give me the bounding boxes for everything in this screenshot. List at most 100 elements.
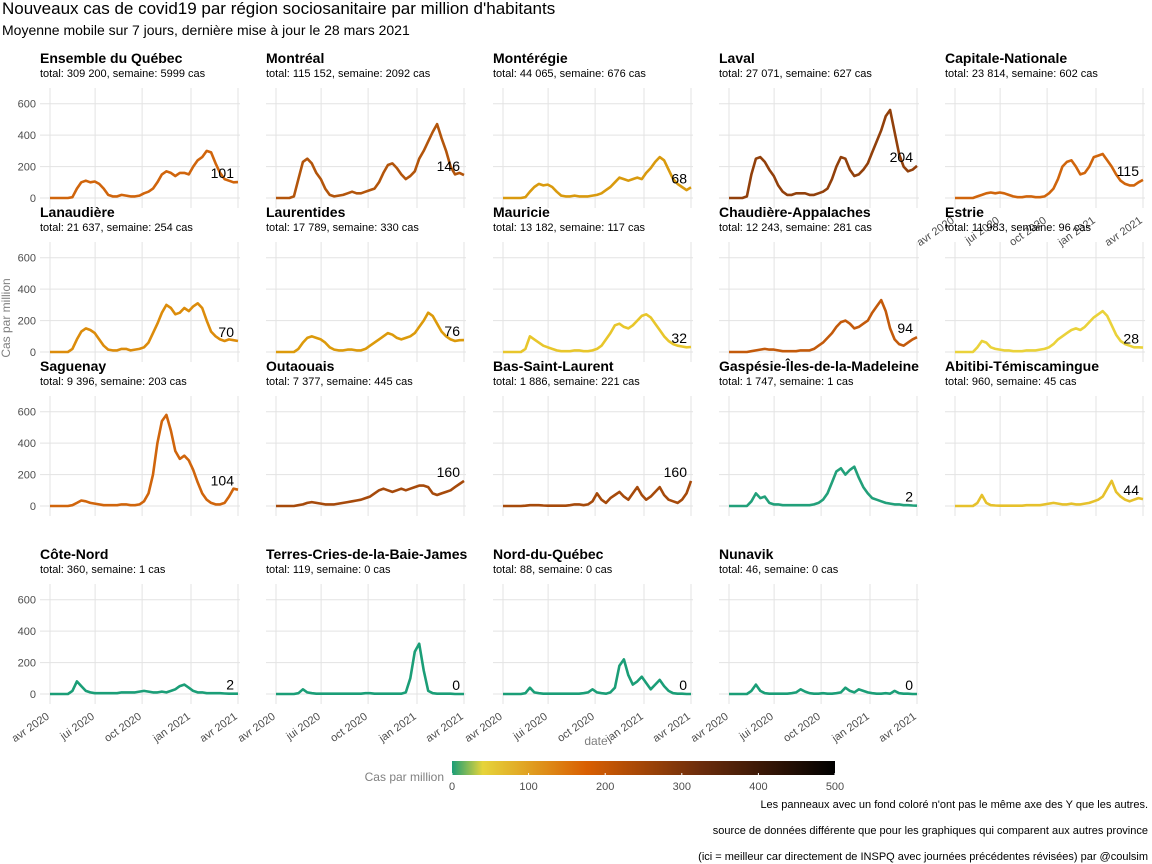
panel-montreal: Montréal total: 115 152, semaine: 2092 ca… [266,50,466,208]
x-tick-label: avr 2021 [1103,215,1145,249]
panel-saguenay: Saguenay total: 9 396, semaine: 203 cas 0 2… [18,358,240,516]
panel-title: Lanaudière [40,204,115,220]
y-tick-label: 400 [18,130,36,142]
panel-title: Terres-Cries-de-la-Baie-James [266,546,467,562]
x-tick-label: oct 2020 [781,711,822,745]
x-tick-label: jui 2020 [58,711,97,744]
panel-title: Estrie [945,204,984,220]
panel-title: Laval [719,50,755,66]
y-tick-label: 400 [18,438,36,450]
last-value-label: 115 [1117,163,1140,179]
last-value-label: 44 [1123,482,1139,498]
series-line [503,155,692,200]
panel-subtitle: total: 21 637, semaine: 254 cas [40,222,193,234]
last-value-label: 104 [211,473,235,489]
x-tick-label: jan 2021 [603,711,645,746]
x-tick-label: avr 2020 [689,711,731,745]
series-line [276,642,464,696]
panel-title: Montréal [266,50,324,66]
panel-subtitle: total: 27 071, semaine: 627 cas [719,68,872,80]
panel-nord-du-quebec: Nord-du-Québec total: 88, semaine: 0 cas 0… [463,546,693,745]
series-line [729,108,918,200]
legend-title: Cas par million [365,770,444,784]
last-value-label: 76 [444,323,460,339]
x-tick-label: jui 2020 [511,711,550,744]
caption-line-1: Les panneaux avec un fond coloré n'ont p… [760,799,1148,811]
panel-outaouais: Outaouais total: 7 377, semaine: 445 cas 1… [266,358,466,516]
series-line [503,312,692,354]
panel-subtitle: total: 23 814, semaine: 602 cas [945,68,1098,80]
y-tick-label: 600 [18,99,36,111]
panel-bas-saint-laurent: Bas-Saint-Laurent total: 1 886, semaine: … [493,358,693,516]
series-line [503,658,691,696]
x-tick-label: avr 2021 [424,711,466,745]
series-line [729,298,918,354]
series-line [503,480,693,508]
panel-abitibi-temiscamingue: Abitibi-Témiscamingue total: 960, semaine… [945,358,1145,516]
last-value-label: 2 [905,489,913,505]
panel-laurentides: Laurentides total: 17 789, semaine: 330 c… [266,204,466,362]
y-tick-label: 400 [18,284,36,296]
panel-estrie: Estrie total: 11 983, semaine: 96 cas 28 [945,204,1145,362]
series-line [955,479,1144,508]
panel-title: Chaudière-Appalaches [719,204,871,220]
series-line [50,413,239,508]
panel-subtitle: total: 88, semaine: 0 cas [493,564,613,576]
last-value-label: 32 [671,330,687,346]
x-tick-label: avr 2020 [10,711,52,745]
panel-title: Mauricie [493,204,550,220]
legend-colorbar [452,761,835,775]
panel-subtitle: total: 360, semaine: 1 cas [40,564,166,576]
panel-subtitle: total: 309 200, semaine: 5999 cas [40,68,206,80]
series-line [50,680,238,696]
chart-subtitle: Moyenne mobile sur 7 jours, dernière mis… [2,22,410,38]
panel-subtitle: total: 9 396, semaine: 203 cas [40,376,187,388]
panel-nunavik: Nunavik total: 46, semaine: 0 cas 0 avr 202… [689,546,919,745]
panel-subtitle: total: 44 065, semaine: 676 cas [493,68,646,80]
panel-subtitle: total: 115 152, semaine: 2092 cas [266,68,431,80]
y-tick-label: 200 [18,162,36,174]
panel-subtitle: total: 119, semaine: 0 cas [266,564,391,576]
panel-title: Gaspésie-Îles-de-la-Madeleine [719,357,919,374]
panel-subtitle: total: 17 789, semaine: 330 cas [266,222,419,234]
series-line [955,309,1144,354]
series-line [50,301,239,354]
panel-title: Capitale-Nationale [945,50,1067,66]
last-value-label: 68 [671,170,687,186]
last-value-label: 0 [905,677,913,693]
panel-terres-cries-de-la-baie-james: Terres-Cries-de-la-Baie-James total: 119,… [236,546,468,745]
caption-line-2: source de données différente que pour le… [713,825,1148,837]
panel-title: Côte-Nord [40,546,108,562]
panel-subtitle: total: 11 983, semaine: 96 cas [945,222,1091,234]
panel-cote-nord: Côte-Nord total: 360, semaine: 1 cas 0 200 4… [10,546,240,745]
y-tick-label: 0 [30,193,36,205]
y-tick-label: 0 [30,501,36,513]
last-value-label: 204 [890,149,914,165]
series-line [955,152,1144,200]
panel-monteregie: Montérégie total: 44 065, semaine: 676 ca… [493,50,693,208]
panel-subtitle: total: 1 747, semaine: 1 cas [719,376,854,388]
last-value-label: 160 [437,464,461,480]
last-value-label: 160 [664,464,688,480]
last-value-label: 0 [679,677,687,693]
x-tick-label: jan 2021 [376,711,418,746]
x-tick-label: avr 2020 [463,711,505,745]
legend-tick-label: 300 [673,781,691,793]
series-line [50,149,239,200]
last-value-label: 2 [226,677,234,693]
panel-title: Nord-du-Québec [493,546,604,562]
panel-lanaudiere: Lanaudière total: 21 637, semaine: 254 ca… [18,204,240,362]
y-tick-label: 600 [18,253,36,265]
series-line [276,122,465,200]
last-value-label: 0 [452,677,460,693]
x-axis-label: date [584,734,608,748]
x-tick-label: jui 2020 [284,711,323,744]
caption-line-3: (ici = meilleur car directement de INSPQ… [698,851,1148,863]
x-tick-label: oct 2020 [102,711,143,745]
y-tick-label: 400 [18,626,36,638]
y-tick-label: 0 [30,347,36,359]
x-tick-label: jan 2021 [829,711,871,746]
series-line [729,465,918,508]
panel-gaspesie-iles-de-la-madeleine: Gaspésie-Îles-de-la-Madeleine total: 1 74… [719,357,919,516]
